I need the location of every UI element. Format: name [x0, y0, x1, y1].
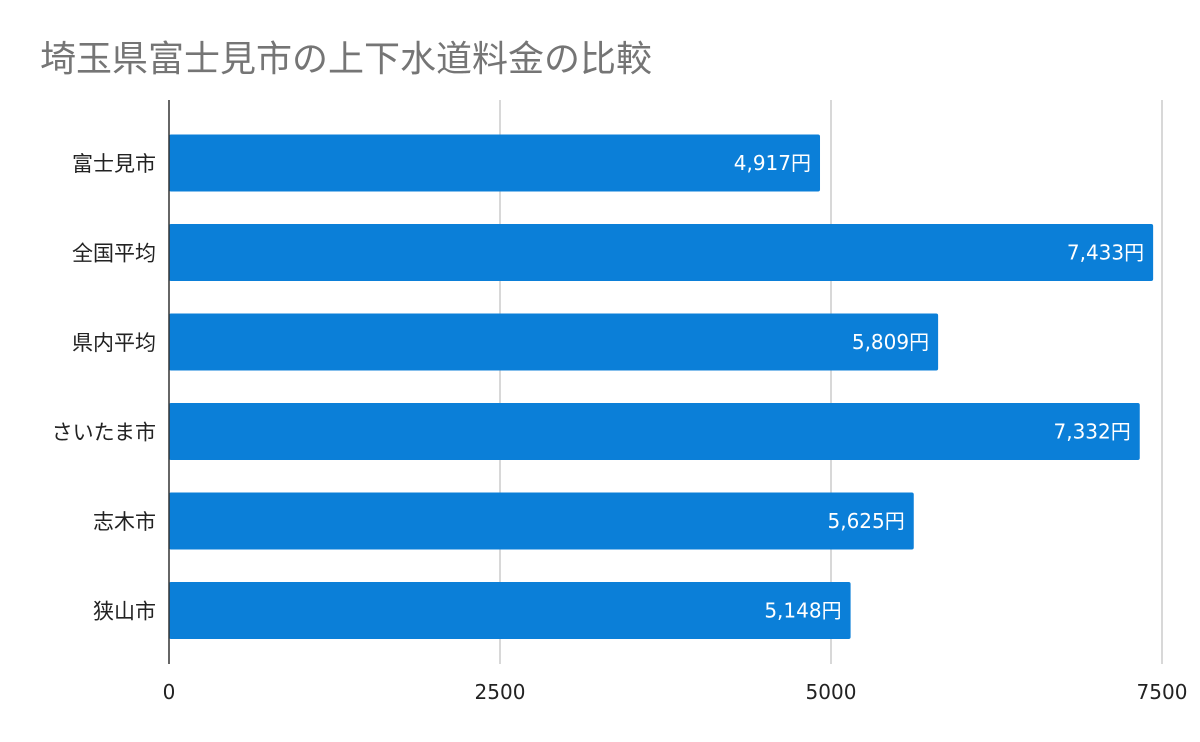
chart-title: 埼玉県富士見市の上下水道料金の比較 — [40, 39, 653, 80]
category-label: 富士見市 — [72, 152, 156, 176]
bar — [169, 403, 1140, 460]
bar — [169, 224, 1154, 281]
category-label: 全国平均 — [72, 242, 156, 266]
bar — [169, 582, 851, 639]
bar — [169, 492, 914, 550]
bar-value-label: 5,809円 — [852, 330, 929, 354]
bar-value-label: 7,433円 — [1067, 241, 1144, 265]
bar — [169, 134, 821, 192]
category-label: 狭山市 — [93, 600, 156, 624]
bar-value-label: 7,332円 — [1053, 420, 1130, 444]
bar-value-label: 5,148円 — [764, 599, 841, 623]
grid-lines — [499, 100, 1163, 664]
x-tick-label: 2500 — [475, 680, 526, 704]
data-labels: 4,917円 7,433円 5,809円 7,332円 5,625円 5,148円 — [734, 151, 1144, 623]
bars — [169, 134, 1154, 639]
category-label: さいたま市 — [52, 421, 156, 445]
x-tick-label: 0 — [163, 680, 176, 704]
x-tick-label: 7500 — [1137, 680, 1188, 704]
bar-value-label: 4,917円 — [734, 151, 811, 175]
bar — [169, 313, 939, 371]
x-tick-labels: 0 2500 5000 7500 — [163, 680, 1188, 704]
x-tick-label: 5000 — [806, 680, 857, 704]
category-label: 県内平均 — [72, 331, 156, 355]
bar-value-label: 5,625円 — [827, 509, 904, 533]
category-label: 志木市 — [93, 510, 156, 534]
